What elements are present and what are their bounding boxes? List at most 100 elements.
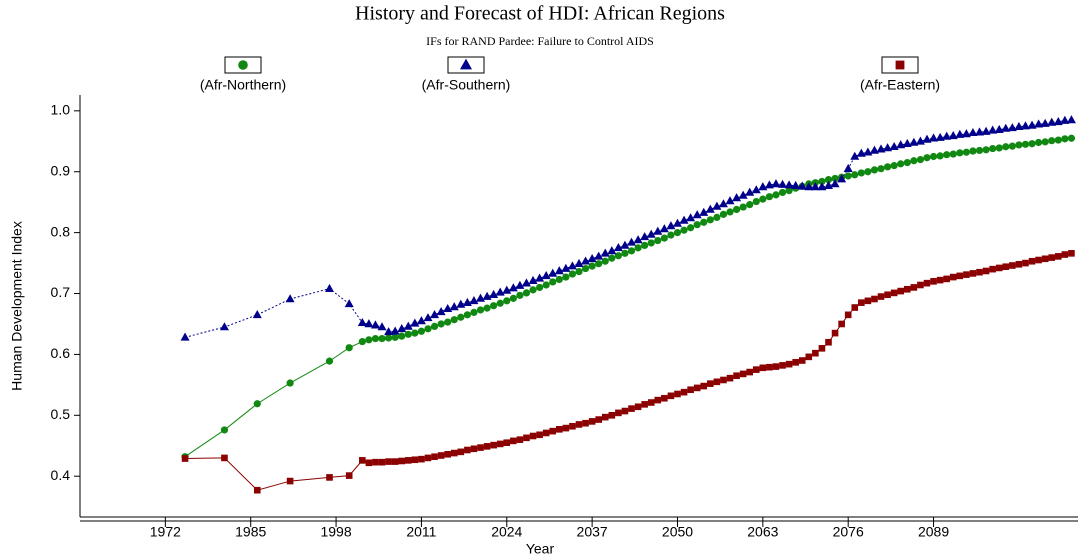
data-point [883,163,892,171]
data-point [856,148,866,157]
data-point [1008,142,1016,150]
data-point [810,182,820,191]
data-point [1054,136,1062,144]
data-point [739,203,747,211]
data-point [358,338,366,346]
data-point [549,278,557,286]
data-point [982,146,990,154]
data-point [621,249,629,257]
data-point [764,180,774,189]
data-point [588,262,596,270]
data-point [620,240,630,249]
data-point [935,132,945,141]
data-point [326,474,333,481]
data-point [995,264,1003,272]
data-point [778,188,787,197]
data-point [1068,250,1075,257]
legend-label: (Afr-Southern) [422,77,511,93]
data-point [916,155,925,164]
data-point [180,332,190,341]
data-point [594,251,604,260]
data-point [463,311,471,319]
data-point [503,439,511,447]
data-point [804,182,814,191]
data-point [850,151,860,160]
data-point [430,322,439,330]
x-tick-label: 1985 [235,524,266,540]
data-point [436,306,446,316]
data-point [772,191,780,199]
x-tick-label: 2076 [833,524,864,540]
data-point [877,165,885,173]
data-point [640,232,650,241]
data-point [798,357,806,364]
data-point [903,285,911,293]
data-point [1053,116,1063,126]
data-point [365,459,373,467]
data-point [221,454,228,462]
data-point [423,313,433,322]
data-point [608,254,616,262]
data-point [450,449,458,457]
data-point [398,457,406,465]
data-point [994,124,1004,134]
data-point [490,441,497,449]
data-point [949,150,957,158]
data-point [883,143,893,152]
x-tick-label: 2063 [747,524,778,540]
data-point [464,446,471,454]
data-point [738,190,748,199]
data-point [431,453,438,461]
data-point [975,146,984,155]
data-point [535,273,545,282]
data-point [726,208,734,216]
data-point [910,284,918,291]
data-point [456,299,466,308]
data-point [325,283,334,292]
data-point [555,275,563,284]
data-point [733,372,740,380]
data-point [929,133,939,142]
data-point [903,158,911,167]
data-point [692,210,702,219]
data-point [897,287,905,295]
data-point [673,229,682,237]
data-point [359,457,366,464]
data-point [751,185,761,194]
legend-marker [895,60,905,70]
data-point [390,326,400,335]
data-point [536,431,543,439]
data-point [765,193,774,201]
data-point [502,285,512,294]
data-point [554,266,564,275]
data-point [831,329,839,337]
data-point [1055,253,1062,260]
data-point [411,456,419,464]
data-point [253,486,261,494]
data-point [508,283,518,292]
data-point [345,344,353,352]
data-point [667,231,675,239]
data-point [667,392,675,400]
data-point [679,215,689,224]
data-point [528,275,538,285]
data-point [746,201,754,209]
data-point [536,283,544,292]
data-point [825,338,832,346]
data-point [516,291,524,299]
data-point [771,179,781,188]
data-point [509,294,517,302]
data-point [377,322,387,331]
data-point [758,182,768,191]
data-point [510,437,517,445]
data-point [876,144,886,153]
data-point [641,401,648,408]
data-point [962,148,970,156]
data-point [613,243,623,252]
data-point [791,180,801,190]
data-point [818,177,826,186]
data-point [706,216,714,224]
data-point [647,239,655,247]
x-tick-label: 1972 [150,524,181,540]
data-point [325,357,334,365]
